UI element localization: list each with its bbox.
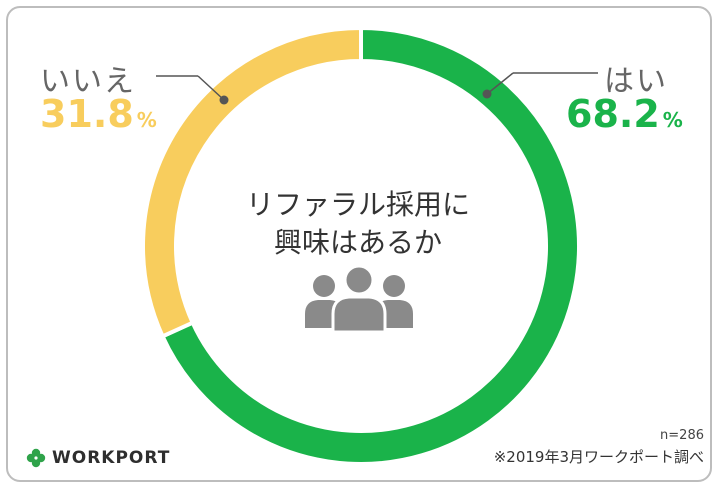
leader-lines [156,72,598,105]
label-no-number: 31.8 [40,92,134,136]
source-note: ※2019年3月ワークポート調べ [493,448,704,466]
people-group-icon [305,264,413,334]
workport-logo: WORKPORT [26,448,170,468]
slice-no [141,25,363,339]
leader-line-no [197,75,225,101]
sample-size: n=286 [660,428,704,443]
label-yes-number: 68.2 [566,92,660,136]
label-no-value: 31.8% [40,92,157,136]
label-yes-name: はい [604,64,668,99]
label-yes-unit: % [662,108,683,132]
label-yes-value: 68.2% [566,92,683,136]
leader-line-yes [486,72,514,95]
label-no-unit: % [136,108,157,132]
logo-text: WORKPORT [52,448,171,468]
chart-frame [6,6,712,482]
chart-title-line-1: リファラル採用に [245,188,470,221]
slice-yes [159,25,581,466]
clover-icon [26,448,46,468]
leader-dot-yes [482,89,492,99]
leader-dot-no [219,95,229,105]
chart-title: リファラル採用に 興味はあるか [0,186,716,262]
chart-title-line-2: 興味はあるか [273,226,442,259]
label-no-name: いいえ [40,64,136,99]
